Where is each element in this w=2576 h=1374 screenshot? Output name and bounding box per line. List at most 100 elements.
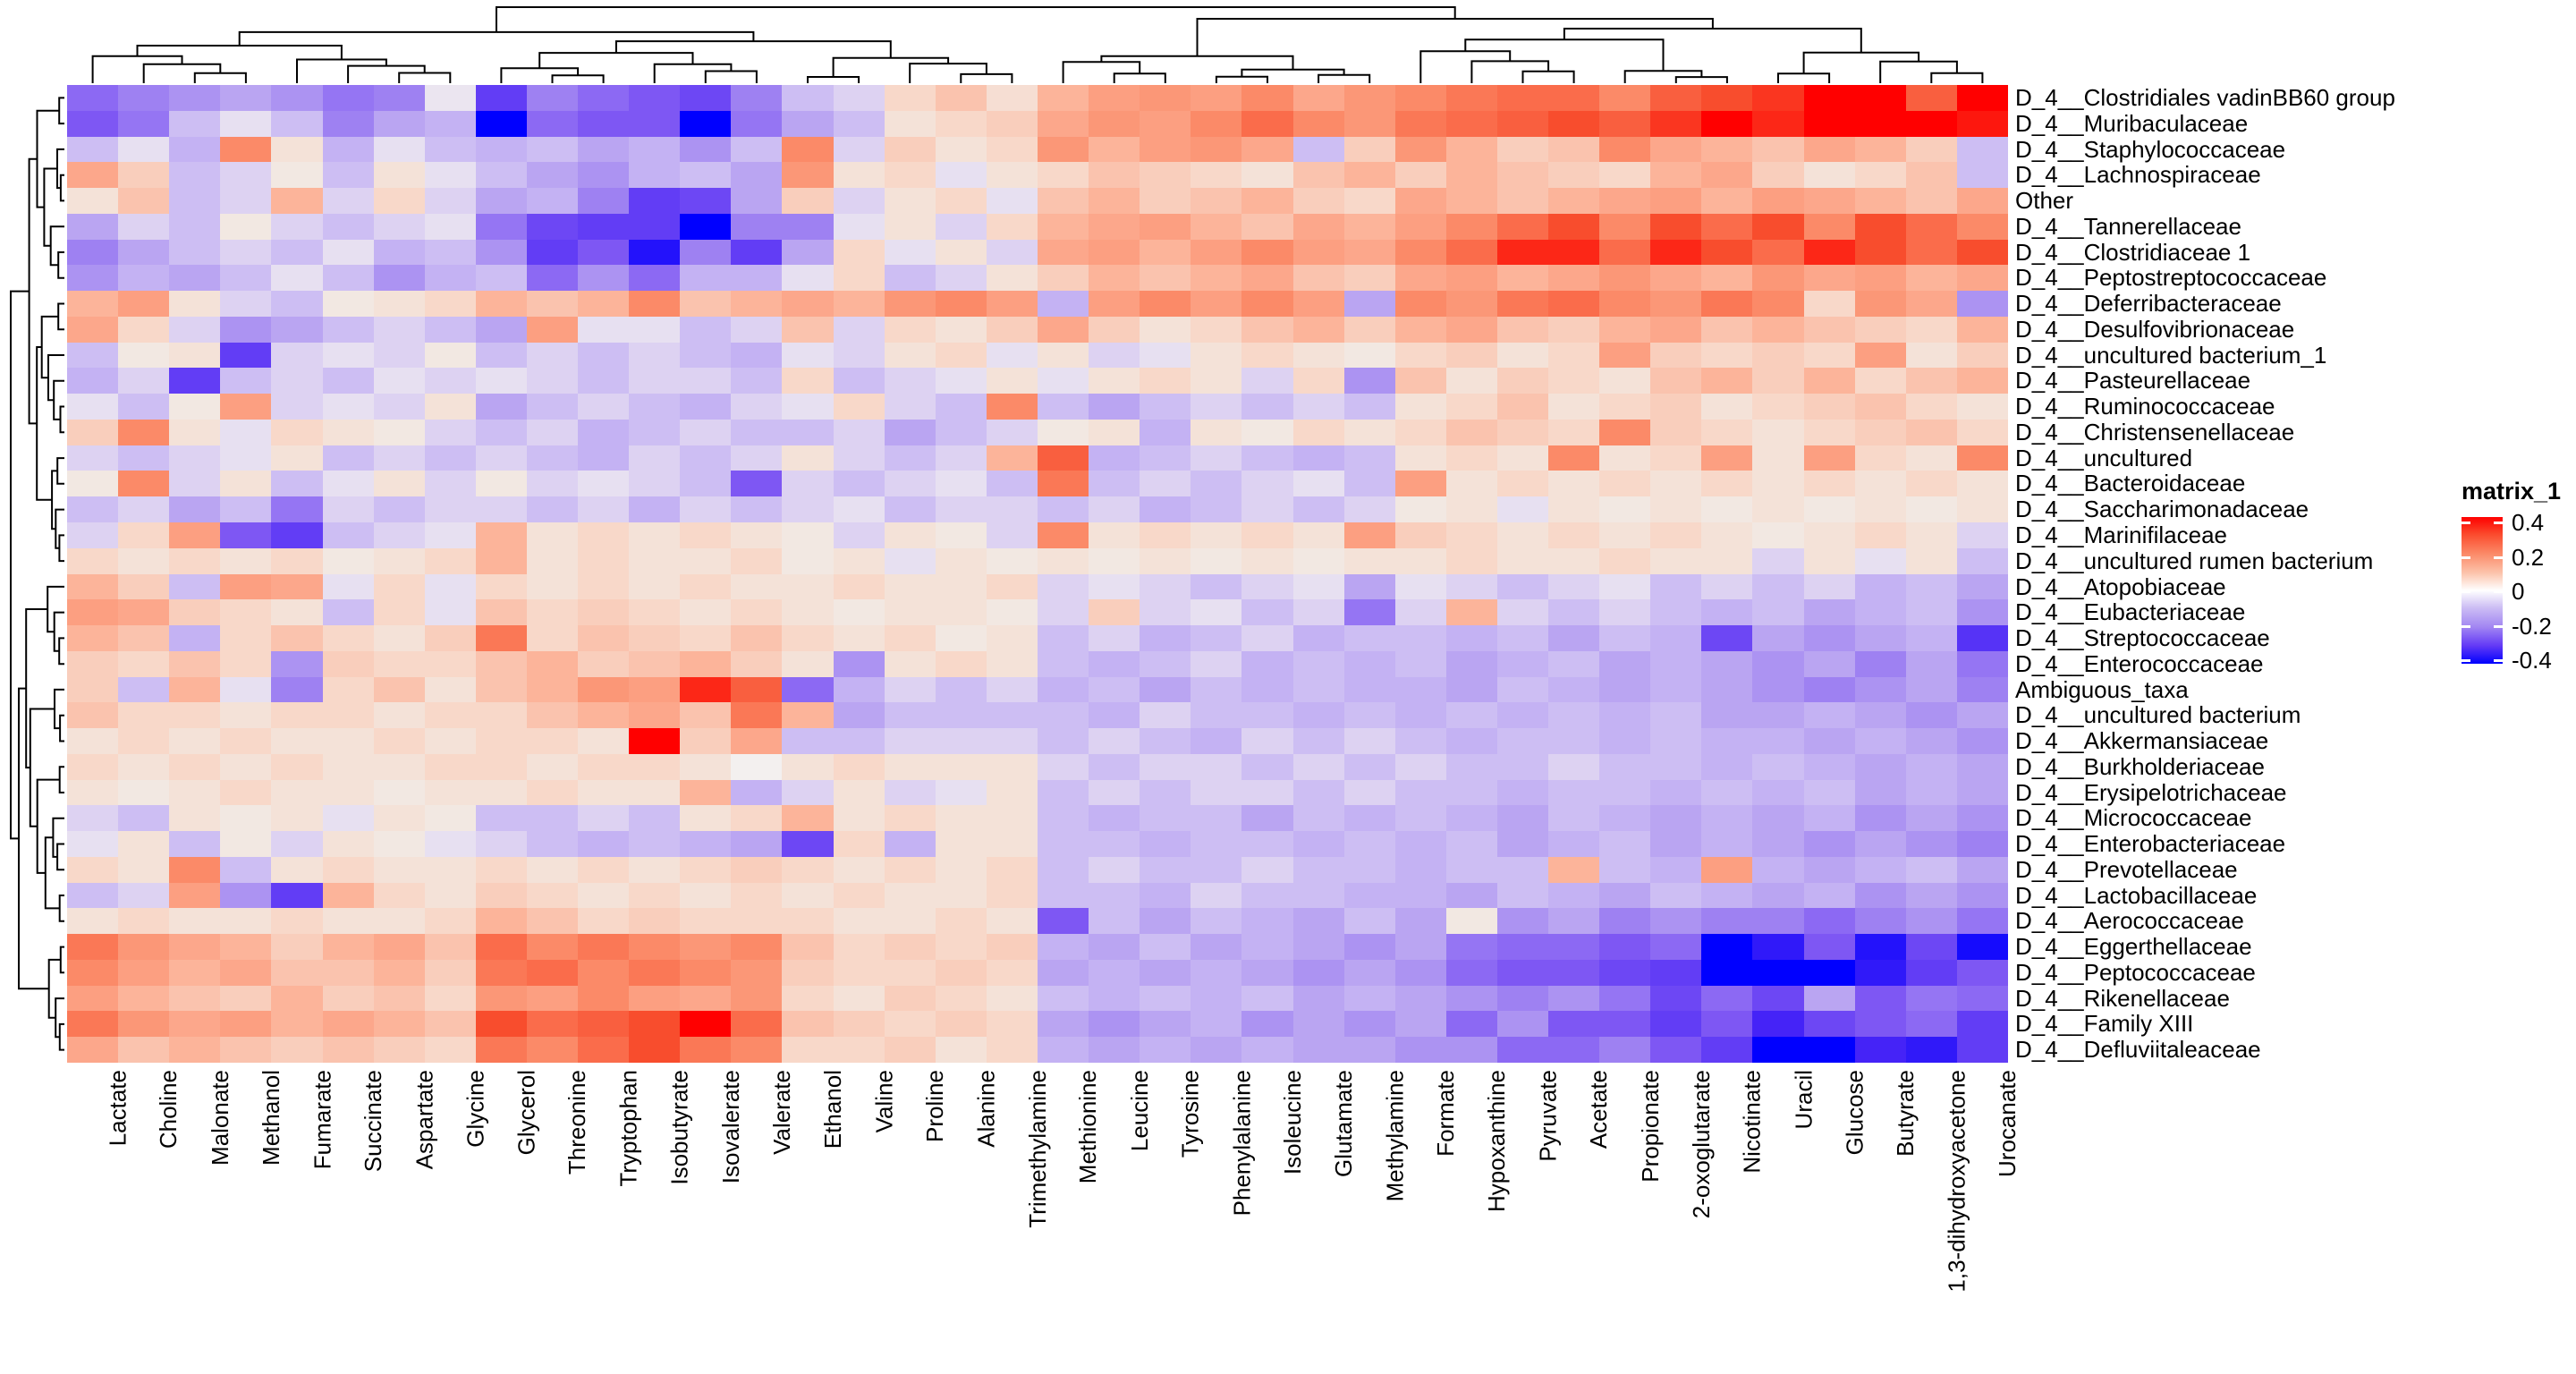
row-label: D_4__Lactobacillaceae (2015, 881, 2258, 909)
heatmap-cell (1445, 471, 1497, 497)
heatmap-cell (1701, 650, 1753, 677)
heatmap-cell (1701, 728, 1753, 754)
row-label: Ambiguous_taxa (2015, 675, 2189, 703)
heatmap-cell (1752, 188, 1804, 214)
heatmap-cell (1650, 188, 1702, 214)
heatmap-cell (1140, 162, 1191, 189)
heatmap-cell (935, 368, 987, 394)
heatmap-cell (118, 445, 170, 471)
heatmap-cell (1496, 882, 1549, 909)
heatmap-cell (1548, 728, 1600, 754)
heatmap-cell (680, 162, 732, 189)
heatmap-cell (1599, 471, 1651, 497)
heatmap-cell (118, 547, 170, 574)
heatmap-cell (833, 291, 885, 317)
heatmap-cell (322, 676, 374, 703)
column-label: Choline (155, 1070, 182, 1149)
heatmap-cell (1956, 316, 2008, 343)
heatmap-cell (1292, 625, 1344, 651)
heatmap-cell (1241, 1037, 1293, 1063)
heatmap-cell (1343, 547, 1395, 574)
heatmap-cell (731, 316, 783, 343)
heatmap-cell (1394, 1011, 1446, 1038)
heatmap-cell (1292, 85, 1344, 111)
heatmap-cell (1241, 753, 1293, 780)
heatmap-cell (475, 934, 527, 960)
heatmap-cell (1445, 805, 1497, 832)
heatmap-cell (169, 573, 221, 600)
heatmap-cell (1394, 650, 1446, 677)
heatmap-cell (1191, 882, 1242, 909)
heatmap-cell (1752, 805, 1804, 832)
heatmap-cell (884, 650, 936, 677)
heatmap-cell (1445, 547, 1497, 574)
heatmap-cell (1905, 110, 1957, 137)
heatmap-cell (1496, 1011, 1549, 1038)
heatmap-cell (731, 265, 783, 292)
heatmap-cell (680, 1011, 732, 1038)
heatmap-cell (1241, 368, 1293, 394)
heatmap-cell (629, 599, 681, 626)
heatmap-cell (578, 573, 630, 600)
heatmap-cell (1089, 213, 1140, 240)
heatmap-cell (526, 85, 579, 111)
heatmap-cell (1089, 110, 1140, 137)
legend-tick-label: 0.2 (2512, 543, 2545, 571)
heatmap-cell (118, 136, 170, 163)
heatmap-cell (782, 1011, 834, 1038)
heatmap-cell (1599, 188, 1651, 214)
heatmap-cell (629, 471, 681, 497)
heatmap-cell (67, 213, 119, 240)
heatmap-cell (1956, 136, 2008, 163)
row-label: D_4__Burkholderiaceae (2015, 752, 2265, 780)
heatmap-cell (1854, 599, 1906, 626)
heatmap-cell (1701, 162, 1753, 189)
heatmap-cell (220, 547, 272, 574)
heatmap-cell (67, 805, 119, 832)
heatmap-cell (1496, 959, 1549, 986)
heatmap-cell (782, 882, 834, 909)
heatmap-cell (526, 522, 579, 548)
heatmap-cell (578, 831, 630, 857)
heatmap-cell (1445, 316, 1497, 343)
heatmap-cell (1241, 522, 1293, 548)
heatmap-cell (322, 908, 374, 935)
heatmap-cell (169, 368, 221, 394)
heatmap-cell (1241, 882, 1293, 909)
heatmap-cell (1854, 162, 1906, 189)
heatmap-cell (220, 676, 272, 703)
heatmap-cell (833, 779, 885, 806)
heatmap-cell (1752, 162, 1804, 189)
heatmap-cell (1599, 856, 1651, 883)
heatmap-cell (220, 1011, 272, 1038)
heatmap-cell (1343, 496, 1395, 522)
heatmap-cell (1140, 188, 1191, 214)
column-label: 1,3-dihydroxyacetone (1943, 1070, 1970, 1293)
column-label: Formate (1432, 1070, 1460, 1157)
heatmap-cell (1650, 934, 1702, 960)
heatmap-cell (322, 625, 374, 651)
column-label: Isoleucine (1278, 1070, 1306, 1175)
heatmap-cell (833, 831, 885, 857)
heatmap-cell (986, 188, 1038, 214)
heatmap-cell (169, 779, 221, 806)
heatmap-cell (1037, 1011, 1089, 1038)
heatmap-cell (118, 342, 170, 369)
heatmap-cell (118, 908, 170, 935)
heatmap-cell (1394, 856, 1446, 883)
heatmap-cell (526, 702, 579, 729)
heatmap-cell (220, 702, 272, 729)
heatmap-cell (1394, 188, 1446, 214)
heatmap-cell (1803, 188, 1855, 214)
heatmap-cell (1089, 162, 1140, 189)
heatmap-cell (322, 856, 374, 883)
heatmap-cell (169, 419, 221, 445)
heatmap-cell (1956, 368, 2008, 394)
heatmap-cell (1292, 342, 1344, 369)
heatmap-cell (986, 239, 1038, 266)
heatmap-cell (373, 728, 425, 754)
heatmap-cell (1037, 856, 1089, 883)
heatmap-cell (731, 908, 783, 935)
heatmap-cell (731, 162, 783, 189)
heatmap-cell (782, 471, 834, 497)
